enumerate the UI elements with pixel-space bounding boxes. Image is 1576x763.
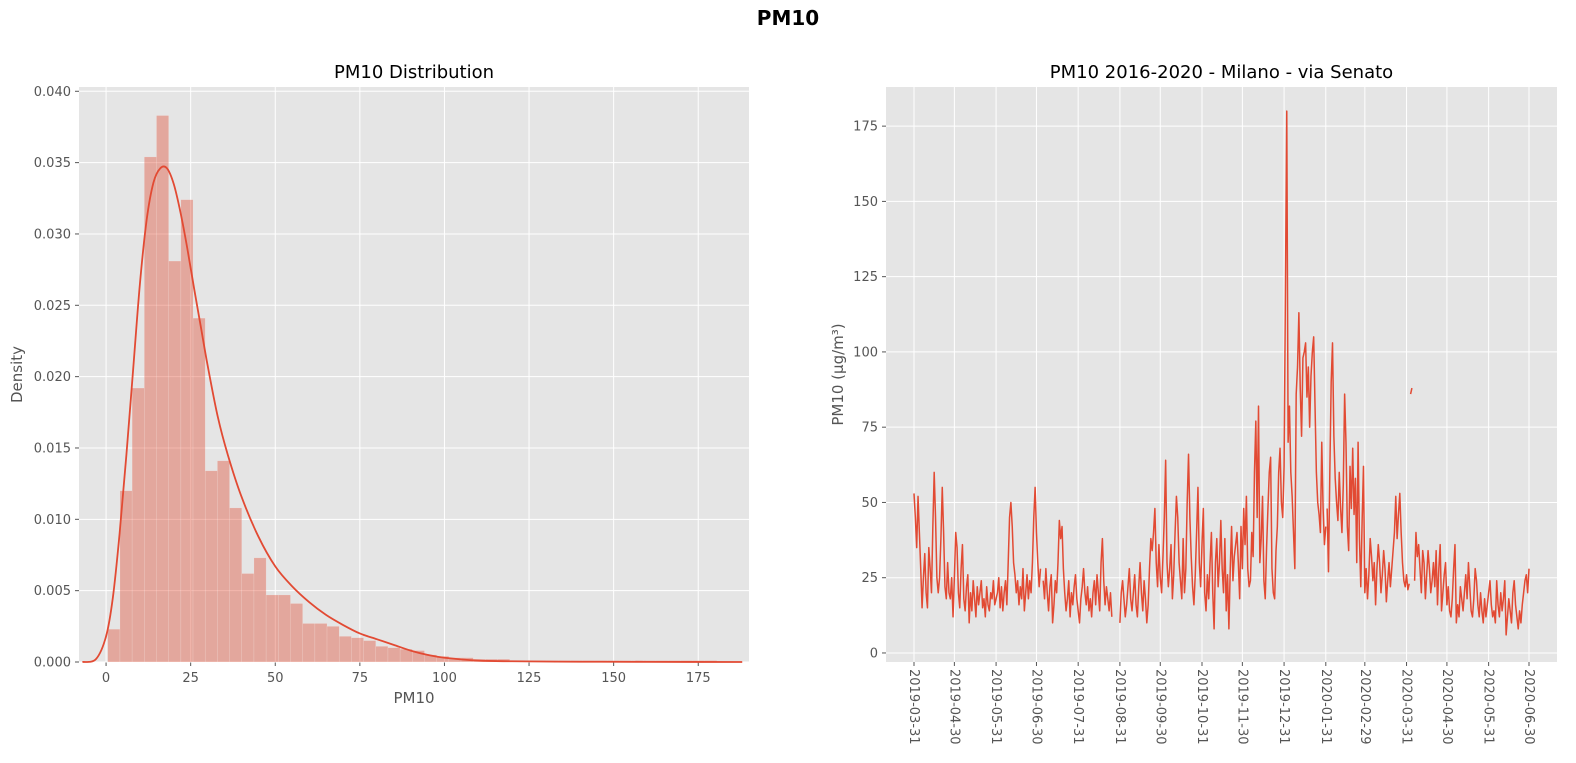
pm10-series-line xyxy=(1409,387,1413,395)
pm10-series-line xyxy=(1326,342,1410,606)
histogram-bar xyxy=(204,470,218,663)
x-tick-label: 75 xyxy=(352,671,369,686)
histogram-bar xyxy=(387,647,401,663)
y-tick-label: 175 xyxy=(853,120,878,135)
histogram-bar xyxy=(302,623,316,663)
y-tick-label: 0.015 xyxy=(34,441,71,456)
histogram-bar xyxy=(436,656,450,663)
histogram-bar xyxy=(144,156,157,663)
x-tick-label: 2020-01-31 xyxy=(1318,669,1333,745)
y-tick-label: 0 xyxy=(870,646,878,661)
y-tick-label: 0.025 xyxy=(34,299,71,314)
x-tick-label: 2019-12-31 xyxy=(1276,669,1291,745)
x-tick-label: 2019-10-31 xyxy=(1194,669,1209,745)
x-tick-label: 2020-06-30 xyxy=(1521,669,1536,745)
x-tick-label: 0 xyxy=(102,671,110,686)
histogram-bar xyxy=(265,594,279,663)
timeseries-chart: 0 25 50 75 100 125 150 175 2019-03-31 2019-04-30 2… xyxy=(829,62,1557,745)
histogram-bar xyxy=(192,317,206,663)
histogram-bar xyxy=(351,637,364,663)
plot-area xyxy=(886,87,1557,662)
histogram-bar xyxy=(326,626,340,663)
histogram-bar xyxy=(278,594,291,663)
kde-line xyxy=(82,165,743,663)
y-tick-label: 0.005 xyxy=(34,584,71,599)
histogram-bar xyxy=(363,640,377,663)
x-tick-label: 2019-03-31 xyxy=(906,669,921,745)
histogram-bar xyxy=(229,507,243,663)
histogram-bar xyxy=(156,115,169,663)
x-tick-label: 2019-05-31 xyxy=(988,669,1003,745)
x-tick-label: 2019-11-30 xyxy=(1234,669,1249,745)
x-tick-label: 125 xyxy=(517,671,542,686)
y-tick-label: 0.035 xyxy=(34,156,71,171)
histogram-bar xyxy=(412,650,425,663)
y-tick-label: 25 xyxy=(861,571,878,586)
histogram-bar xyxy=(290,603,303,663)
histogram-bar xyxy=(241,573,255,663)
y-axis-label: Density xyxy=(8,346,26,403)
histogram-bar xyxy=(131,387,145,663)
y-tick-label: 0.040 xyxy=(34,85,71,100)
x-axis-label: PM10 xyxy=(393,689,434,707)
chart-title: PM10 2016-2020 - Milano - via Senato xyxy=(1050,62,1393,83)
histogram-bar xyxy=(338,636,352,663)
y-tick-label: 125 xyxy=(853,270,878,285)
x-tick-label: 150 xyxy=(601,671,626,686)
x-tick-label: 2020-05-31 xyxy=(1481,669,1496,745)
y-tick-label: 75 xyxy=(861,421,878,436)
x-tick-label: 100 xyxy=(432,671,457,686)
x-tick-label: 50 xyxy=(267,671,284,686)
x-tick-label: 2019-09-30 xyxy=(1152,669,1167,745)
x-tick-label: 2019-04-30 xyxy=(946,669,961,745)
histogram-bar xyxy=(217,460,230,663)
x-tick-label: 2019-07-31 xyxy=(1070,669,1085,745)
x-tick-label: 2020-03-31 xyxy=(1399,669,1414,745)
histogram-bar xyxy=(180,199,194,663)
x-tick-label: 175 xyxy=(686,671,711,686)
y-tick-label: 0.020 xyxy=(34,370,71,385)
y-axis-label: PM10 (µg/m³) xyxy=(829,323,847,425)
pm10-series-line xyxy=(913,471,1042,624)
x-tick-label: 25 xyxy=(182,671,199,686)
histogram-bar xyxy=(168,260,182,663)
x-tick-label: 2020-02-29 xyxy=(1357,669,1372,745)
pm10-series-line xyxy=(1119,110,1327,630)
y-tick-label: 100 xyxy=(853,345,878,360)
pm10-series-line xyxy=(1042,519,1113,624)
pm10-series-line xyxy=(1413,531,1530,636)
y-tick-label: 50 xyxy=(861,496,878,511)
histogram-bar xyxy=(375,646,389,663)
y-tick-label: 0.000 xyxy=(34,656,71,671)
histogram-bar xyxy=(314,623,328,663)
histogram-bar xyxy=(107,628,121,663)
histogram-bar xyxy=(253,557,267,663)
y-tick-label: 0.010 xyxy=(34,513,71,528)
x-tick-label: 2019-08-31 xyxy=(1112,669,1127,745)
x-tick-label: 2019-06-30 xyxy=(1028,669,1043,745)
y-tick-label: 150 xyxy=(853,195,878,210)
histogram-bar xyxy=(119,490,133,663)
figure-title: PM10 xyxy=(756,6,820,30)
x-tick-label: 2020-04-30 xyxy=(1439,669,1454,745)
y-tick-label: 0.030 xyxy=(34,227,71,242)
distribution-chart: 0 25 50 75 100 125 150 175 0.000 0.005 0.010 0.015 0… xyxy=(8,62,749,707)
chart-title: PM10 Distribution xyxy=(334,62,494,83)
